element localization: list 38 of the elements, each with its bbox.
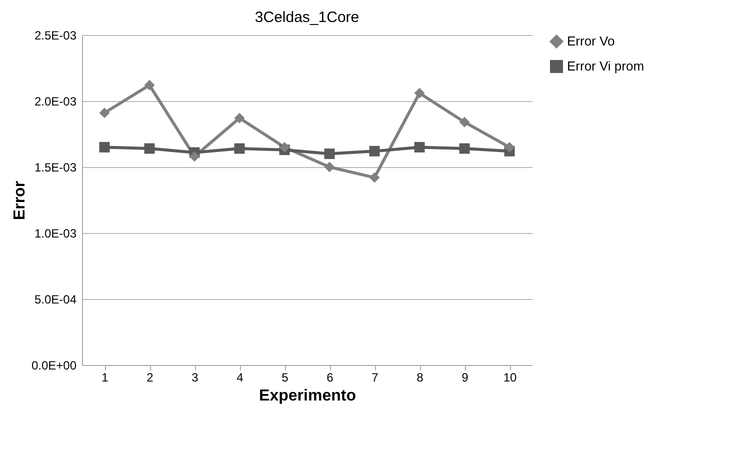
point xyxy=(234,143,245,154)
point xyxy=(99,108,110,118)
x-tick-label: 10 xyxy=(503,370,517,384)
x-tick-label: 8 xyxy=(416,370,424,384)
point xyxy=(369,172,380,183)
point xyxy=(144,143,155,154)
x-tick-label: 9 xyxy=(462,370,469,384)
point xyxy=(369,146,380,156)
y-tick-label: 2.0E-03 xyxy=(34,94,77,108)
x-tick-label: 1 xyxy=(102,370,109,384)
chart-title: 3Celdas_1Core xyxy=(254,9,360,26)
y-axis-title: Error xyxy=(11,180,28,220)
point xyxy=(99,142,110,152)
point xyxy=(459,143,470,154)
x-tick-label: 3 xyxy=(192,370,199,384)
legend-label: Error Vo xyxy=(567,34,615,48)
y-tick-label: 0.0E+00 xyxy=(31,358,77,372)
point xyxy=(459,116,470,128)
point xyxy=(414,88,425,98)
y-tick-label: 1.5E-03 xyxy=(34,160,77,174)
point xyxy=(234,112,245,124)
x-tick-label: 4 xyxy=(236,370,244,384)
x-axis-title: Experimento xyxy=(259,388,356,404)
y-tick-label: 2.5E-03 xyxy=(34,28,77,42)
y-tick-label: 1.0E-03 xyxy=(34,226,77,240)
point xyxy=(324,162,335,172)
x-tick-label: 6 xyxy=(326,370,334,384)
point xyxy=(504,142,515,152)
point xyxy=(144,80,155,90)
point xyxy=(189,151,200,162)
legend-label: Error Vi prom xyxy=(567,58,644,74)
point xyxy=(279,142,290,152)
x-tick-label: 2 xyxy=(146,370,154,384)
x-tick-label: 5 xyxy=(282,370,289,384)
point xyxy=(324,148,335,160)
point xyxy=(414,142,425,152)
y-tick-label: 5.0E-04 xyxy=(34,292,77,306)
x-tick-label: 7 xyxy=(372,370,379,384)
